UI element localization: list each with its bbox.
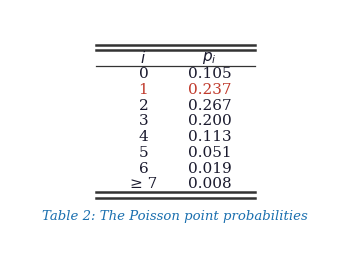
Text: 0.113: 0.113: [188, 130, 232, 144]
Text: 0.267: 0.267: [188, 99, 232, 113]
Text: 0.051: 0.051: [188, 146, 232, 160]
Text: 0.200: 0.200: [188, 114, 232, 129]
Text: 3: 3: [139, 114, 148, 129]
Text: 0.008: 0.008: [188, 177, 232, 191]
Text: 2: 2: [139, 99, 148, 113]
Text: 1: 1: [139, 83, 148, 97]
Text: 4: 4: [139, 130, 148, 144]
Text: Table 2: The Poisson point probabilities: Table 2: The Poisson point probabilities: [42, 209, 308, 222]
Text: 0.019: 0.019: [188, 162, 232, 176]
Text: 6: 6: [139, 162, 148, 176]
Text: $i$: $i$: [140, 50, 147, 66]
Text: 0.237: 0.237: [188, 83, 232, 97]
Text: 0: 0: [139, 67, 148, 81]
Text: $p_i$: $p_i$: [202, 50, 217, 66]
Text: 0.105: 0.105: [188, 67, 232, 81]
Text: ≥ 7: ≥ 7: [130, 177, 157, 191]
Text: 5: 5: [139, 146, 148, 160]
